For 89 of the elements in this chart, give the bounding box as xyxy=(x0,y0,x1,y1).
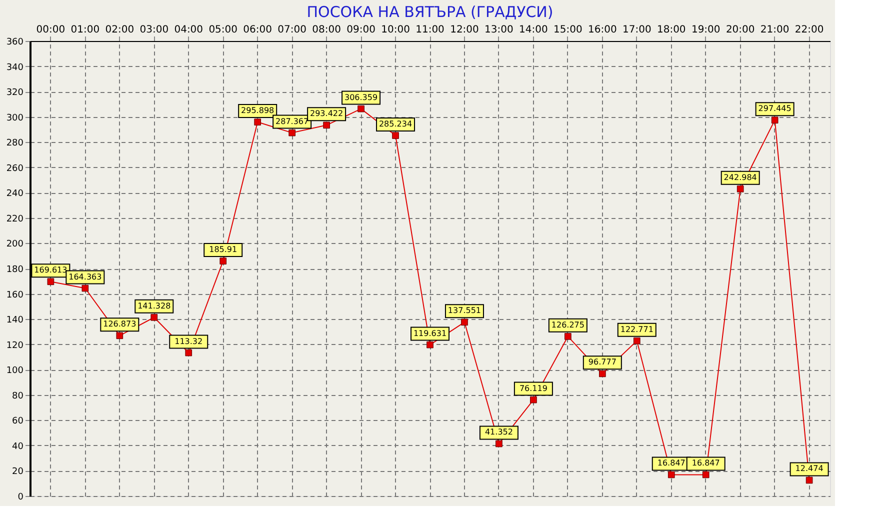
data-label: 12.474 xyxy=(795,464,824,474)
point xyxy=(496,440,502,448)
point xyxy=(288,129,296,136)
x-tick-label: 05:00 xyxy=(208,24,238,36)
point xyxy=(736,185,744,192)
point xyxy=(254,118,261,126)
point xyxy=(771,116,778,124)
data-label: 41.352 xyxy=(484,428,513,437)
x-tick-label: 07:00 xyxy=(278,24,306,36)
x-tick-label: 08:00 xyxy=(312,24,341,36)
point xyxy=(668,471,675,478)
data-label: 141.328 xyxy=(138,301,171,310)
point xyxy=(633,337,640,344)
x-tick-label: 20:00 xyxy=(726,24,755,36)
data-label: 96.777 xyxy=(588,358,616,367)
data-label: 295.898 xyxy=(241,106,274,116)
x-tick-label: 19:00 xyxy=(691,24,720,36)
y-tick-label: 200 xyxy=(6,240,24,250)
y-tick-label: 140 xyxy=(6,316,24,326)
point xyxy=(426,341,434,348)
data-label: 16.847 xyxy=(692,458,720,468)
point xyxy=(47,278,54,286)
y-tick-label: 20 xyxy=(12,467,24,478)
chart-title: ПОСОКА НА ВЯТЪРА (ГРАДУСИ) xyxy=(306,3,554,21)
y-tick-label: 100 xyxy=(6,366,24,376)
data-label: 137.551 xyxy=(448,306,482,316)
y-tick-label: 0 xyxy=(18,492,24,502)
y-tick-label: 360 xyxy=(6,38,24,48)
point xyxy=(599,370,606,378)
point xyxy=(564,332,572,340)
y-tick-label: 120 xyxy=(6,340,24,351)
x-tick-label: 12:00 xyxy=(450,24,479,36)
data-label: 122.771 xyxy=(620,324,654,334)
y-tick-label: 180 xyxy=(6,265,24,275)
x-tick-label: 03:00 xyxy=(140,24,169,36)
data-label: 126.873 xyxy=(103,320,136,329)
y-tick-label: 60 xyxy=(12,416,24,427)
y-tick-label: 340 xyxy=(6,62,24,73)
x-tick-label: 04:00 xyxy=(174,24,204,36)
point xyxy=(358,105,364,112)
y-tick-label: 240 xyxy=(6,189,24,200)
x-tick-label: 13:00 xyxy=(484,24,514,36)
data-label: 293.422 xyxy=(310,109,344,118)
x-tick-label: 14:00 xyxy=(519,24,548,36)
x-tick-label: 15:00 xyxy=(554,24,582,36)
point xyxy=(323,122,330,129)
x-tick-label: 09:00 xyxy=(346,24,376,36)
point xyxy=(82,284,89,292)
point xyxy=(220,258,227,264)
y-tick-label: 320 xyxy=(6,88,24,98)
point xyxy=(392,132,399,139)
x-tick-label: 02:00 xyxy=(105,24,134,36)
x-tick-label: 11:00 xyxy=(416,24,444,36)
data-label: 285.234 xyxy=(378,119,412,128)
y-tick-label: 220 xyxy=(6,214,24,224)
x-tick-label: 01:00 xyxy=(70,24,100,36)
point xyxy=(150,314,158,321)
y-tick-label: 260 xyxy=(6,164,24,174)
y-tick-label: 40 xyxy=(12,442,24,452)
x-tick-label: 18:00 xyxy=(656,24,686,36)
data-label: 126.275 xyxy=(551,320,584,330)
point xyxy=(185,349,192,356)
data-label: 297.445 xyxy=(758,104,792,114)
data-label: 16.847 xyxy=(657,458,686,468)
data-label: 242.984 xyxy=(724,172,757,182)
data-label: 306.359 xyxy=(344,92,378,102)
point xyxy=(116,332,124,340)
y-tick-label: 280 xyxy=(6,138,24,149)
point xyxy=(461,318,468,326)
data-label: 119.631 xyxy=(413,328,447,338)
x-tick-label: 16:00 xyxy=(588,24,617,36)
y-tick-label: 300 xyxy=(6,113,24,124)
x-tick-label: 00:00 xyxy=(36,24,66,36)
x-tick-label: 10:00 xyxy=(381,24,410,36)
data-label: 113.32 xyxy=(174,336,203,346)
data-label: 164.363 xyxy=(68,272,102,282)
x-tick-label: 06:00 xyxy=(243,24,272,36)
data-label: 169.613 xyxy=(34,266,68,275)
x-tick-label: 17:00 xyxy=(622,24,652,36)
x-tick-label: 22:00 xyxy=(794,24,824,36)
point xyxy=(806,476,813,484)
y-tick-label: 80 xyxy=(12,391,24,402)
y-tick-label: 160 xyxy=(6,290,24,300)
data-label: 185.91 xyxy=(209,245,238,254)
data-label: 287.367 xyxy=(276,116,309,126)
x-tick-label: 21:00 xyxy=(760,24,790,36)
point xyxy=(702,471,710,478)
data-label: 76.119 xyxy=(519,384,548,393)
point xyxy=(530,396,537,404)
